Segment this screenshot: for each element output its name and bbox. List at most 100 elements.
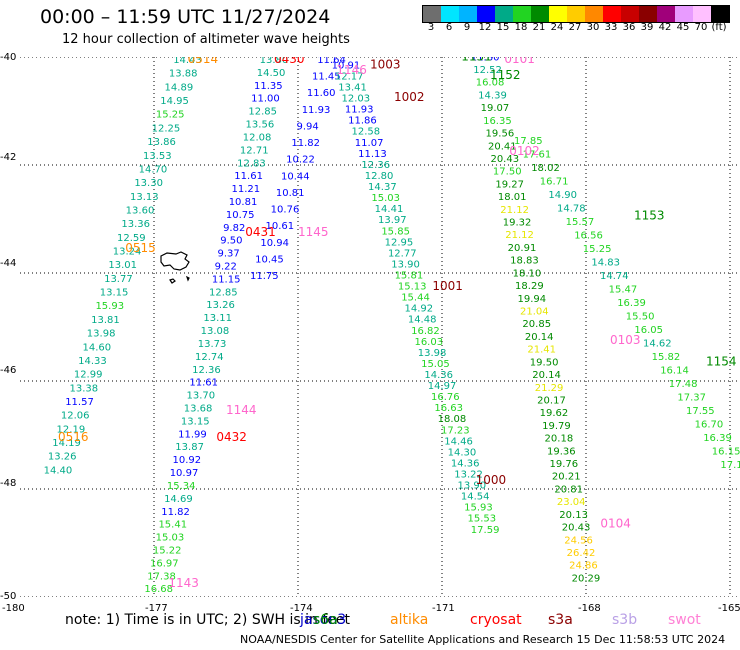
- wave-height-label: 20.43: [490, 154, 519, 165]
- wave-height-label: 11.75: [250, 271, 279, 282]
- wave-height-label: 16.97: [150, 558, 179, 569]
- wave-height-label: 13.13: [130, 192, 159, 203]
- wave-height-label: 16.68: [144, 584, 173, 595]
- wave-height-label: 12.58: [351, 127, 380, 138]
- pass-time-label: 0104: [600, 516, 631, 530]
- wave-height-label: 14.60: [82, 342, 111, 353]
- wave-height-label: 14.40: [44, 465, 73, 476]
- color-scale-label: 15: [496, 22, 510, 33]
- wave-height-label: 16.82: [411, 326, 440, 337]
- color-scale-label: 12: [478, 22, 492, 33]
- wave-height-label: 11.13: [358, 149, 387, 160]
- wave-height-label: 11.45: [312, 72, 341, 83]
- lat-label-42: -42: [0, 152, 17, 163]
- wave-height-label: 16.70: [695, 420, 724, 431]
- wave-height-label: 13.77: [104, 274, 133, 285]
- wave-height-label: 16.56: [574, 231, 603, 242]
- legend-swot: swot: [668, 612, 701, 628]
- wave-height-label: 15.41: [158, 520, 187, 531]
- wave-height-label: 13.11: [203, 313, 232, 324]
- wave-height-label: 11.82: [291, 138, 320, 149]
- wave-height-label: 13.87: [175, 442, 204, 453]
- wave-height-label: 15.03: [371, 193, 400, 204]
- wave-height-label: 12.52: [473, 65, 502, 76]
- wave-height-label: 13.24: [113, 247, 142, 258]
- wave-height-label: 16.05: [634, 325, 663, 336]
- color-scale-bar: [422, 5, 730, 23]
- wave-height-label: 20.43: [562, 523, 591, 534]
- color-scale-label: 9: [463, 22, 471, 33]
- pass-time-label: 0102: [509, 144, 540, 158]
- lon-label-171: -171: [432, 603, 455, 614]
- wave-height-label: 19.27: [495, 179, 524, 190]
- wave-height-label: 10.97: [170, 468, 199, 479]
- wave-height-label: 15.57: [566, 217, 595, 228]
- wave-height-label: 12.71: [240, 145, 269, 156]
- wave-height-label: 14.90: [548, 190, 577, 201]
- wave-height-label: 19.36: [547, 446, 576, 457]
- wave-height-label: 15.03: [156, 533, 185, 544]
- wave-height-label: 19.50: [530, 357, 559, 368]
- satellite-legend: jason3 s6a altika cryosat s3a s3b swot: [0, 612, 740, 630]
- legend-cryosat: cryosat: [470, 612, 522, 628]
- pass-time-label: 1003: [370, 57, 401, 71]
- wave-height-label: 11.80: [471, 57, 500, 63]
- wave-height-label: 12.06: [61, 411, 90, 422]
- wave-height-label: 14.36: [451, 458, 480, 469]
- wave-height-label: 20.14: [525, 332, 554, 343]
- color-scale-label: 36: [622, 22, 636, 33]
- wave-height-label: 26.42: [567, 548, 596, 559]
- wave-height-label: 14.69: [164, 494, 193, 505]
- lon-label-177: -177: [145, 603, 168, 614]
- wave-height-label: 13.36: [121, 219, 150, 230]
- wave-height-label: 14.46: [444, 436, 473, 447]
- wave-height-label: 15.44: [401, 293, 430, 304]
- wave-height-label: 14.78: [557, 204, 586, 215]
- wave-height-label: 16.71: [540, 177, 569, 188]
- color-swatch: [549, 6, 567, 22]
- pass-time-label: 0432: [216, 430, 247, 444]
- wave-height-label: 10.22: [286, 155, 315, 166]
- wave-height-label: 20.21: [552, 472, 581, 483]
- wave-height-label: 17.55: [686, 406, 715, 417]
- wave-height-label: 11.15: [212, 274, 241, 285]
- pass-time-label: 0101: [504, 57, 535, 66]
- color-swatch: [459, 6, 477, 22]
- wave-height-label: 13.38: [70, 383, 99, 394]
- wave-height-label: 15.85: [381, 226, 410, 237]
- wave-height-label: 12.08: [243, 132, 272, 143]
- lat-label-46: -46: [0, 365, 17, 376]
- map-plot-area: 14.43 13.88 14.89 14.95 15.25 12.25 13.86 13.53…: [9, 49, 740, 598]
- wave-height-label: 24.56: [564, 535, 593, 546]
- wave-height-label: 20.13: [559, 510, 588, 521]
- wave-height-label: 12.25: [152, 123, 181, 134]
- wave-height-label: 13.15: [181, 416, 210, 427]
- wave-height-label: 14.39: [478, 90, 507, 101]
- wave-height-label: 10.76: [271, 205, 300, 216]
- wave-height-label: 10.44: [281, 171, 310, 182]
- wave-height-label: 13.41: [338, 83, 367, 94]
- pass-time-label: 0514: [188, 57, 219, 66]
- wave-height-label: 15.22: [153, 545, 182, 556]
- wave-height-label: 13.56: [246, 120, 275, 131]
- wave-height-label: 18.08: [438, 414, 467, 425]
- wave-height-label: 16.63: [434, 403, 463, 414]
- wave-height-label: 14.83: [591, 258, 620, 269]
- wave-height-label: 14.43: [173, 57, 202, 66]
- wave-height-label: 15.93: [464, 503, 493, 514]
- wave-height-label: 17.85: [514, 136, 543, 147]
- pass-time-label: 0516: [58, 430, 89, 444]
- wave-height-label: 16.15: [712, 447, 740, 458]
- wave-height-label: 12.99: [74, 370, 103, 381]
- wave-height-label: 20.18: [545, 434, 574, 445]
- wave-height-label: 14.19: [52, 438, 81, 449]
- lon-label-174: -174: [290, 603, 313, 614]
- wave-height-label: 17.23: [441, 425, 470, 436]
- wave-height-label: 15.82: [652, 352, 681, 363]
- wave-height-label: 12.80: [365, 171, 394, 182]
- lat-label-50: -50: [0, 591, 17, 602]
- wave-height-label: 15.25: [156, 110, 185, 121]
- wave-height-label: 14.74: [600, 271, 629, 282]
- chatham-islands-coastline: [160, 251, 190, 284]
- wave-height-label: 17.18: [720, 460, 740, 471]
